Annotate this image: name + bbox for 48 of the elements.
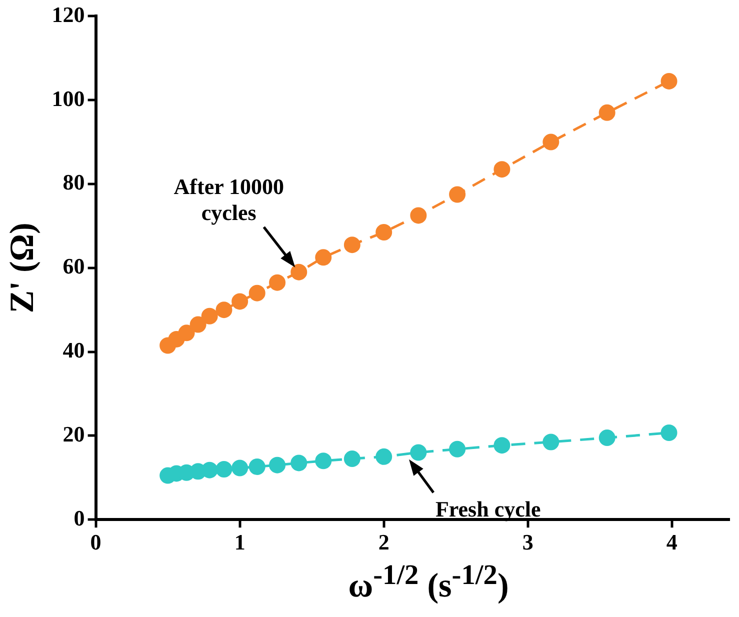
point bbox=[232, 460, 248, 476]
x-tick-label: 0 bbox=[90, 529, 102, 554]
point bbox=[269, 456, 286, 474]
annotation: After 10000 cycles bbox=[174, 174, 284, 225]
point bbox=[216, 302, 232, 318]
point bbox=[494, 437, 510, 454]
point bbox=[660, 72, 678, 90]
point bbox=[598, 430, 616, 446]
point bbox=[290, 454, 308, 472]
point bbox=[290, 264, 308, 280]
y-tick-label: 0 bbox=[74, 505, 85, 530]
point bbox=[494, 161, 510, 178]
x-axis-title: ω$^{-1/2}$ (s$^{-1/2}$) bbox=[347, 560, 510, 606]
point bbox=[315, 249, 332, 266]
x-tick-label: 4 bbox=[666, 529, 678, 554]
point bbox=[248, 458, 266, 475]
point bbox=[598, 104, 616, 121]
annotation: Fresh cycle bbox=[435, 496, 541, 522]
point bbox=[269, 274, 286, 291]
point bbox=[449, 440, 466, 458]
y-axis-title: Z' (Ω) bbox=[4, 222, 42, 314]
point bbox=[449, 186, 466, 203]
point bbox=[376, 224, 392, 240]
point bbox=[344, 450, 360, 468]
point bbox=[410, 207, 427, 224]
point bbox=[201, 462, 218, 478]
point bbox=[344, 236, 360, 254]
point bbox=[410, 444, 427, 461]
point bbox=[248, 284, 266, 302]
y-tick-label: 80 bbox=[62, 170, 85, 195]
point bbox=[542, 134, 560, 150]
point bbox=[660, 424, 678, 442]
y-tick-label: 60 bbox=[62, 254, 85, 279]
y-tick-label: 120 bbox=[52, 2, 85, 27]
point bbox=[178, 324, 195, 342]
y-tick-label: 20 bbox=[62, 421, 85, 446]
x-tick-label: 2 bbox=[378, 529, 390, 554]
y-tick-label: 40 bbox=[62, 337, 85, 362]
point bbox=[201, 308, 218, 324]
y-tick-label: 100 bbox=[52, 86, 85, 111]
x-tick-label: 1 bbox=[234, 529, 246, 554]
point bbox=[190, 316, 206, 333]
point bbox=[315, 452, 332, 470]
point bbox=[376, 448, 392, 465]
point bbox=[232, 293, 248, 310]
point bbox=[542, 434, 560, 450]
point bbox=[216, 461, 232, 478]
x-tick-label: 3 bbox=[522, 529, 534, 554]
